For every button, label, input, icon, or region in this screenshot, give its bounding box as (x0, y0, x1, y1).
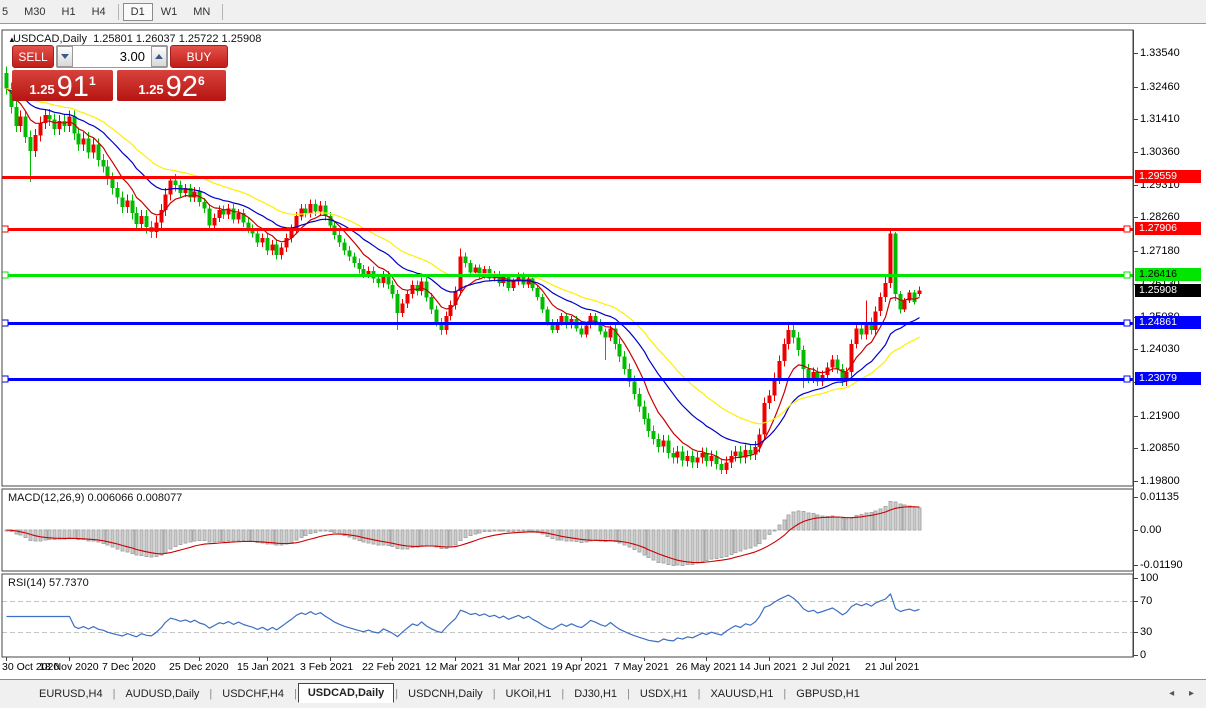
timeframe-button-m30[interactable]: M30 (24, 5, 46, 18)
timeframe-toolbar: 5 M30 H1 H4 D1 W1 MN (0, 0, 1206, 24)
timeframe-button-5[interactable]: 5 (2, 5, 9, 18)
tab-separator: | (209, 688, 213, 700)
one-click-trading-panel: SELL 3.00 BUY 1.25 91 1 1.25 92 6 (12, 45, 228, 103)
tab-separator: | (112, 688, 116, 700)
volume-input[interactable]: 3.00 (119, 49, 145, 64)
tab-separator: | (697, 688, 701, 700)
volume-spinner: 3.00 (56, 45, 168, 68)
sell-price-display[interactable]: 1.25 91 1 (12, 70, 113, 103)
timeframe-button-mn[interactable]: MN (193, 5, 211, 18)
chart-tab-usdcad[interactable]: USDCAD,Daily (297, 683, 395, 703)
triangle-down-icon (61, 54, 69, 59)
tab-separator: | (627, 688, 630, 700)
sell-price-point: 1 (88, 74, 96, 88)
buy-price-point: 6 (197, 74, 205, 88)
tab-separator: | (395, 688, 399, 700)
tab-separator: | (783, 688, 787, 700)
tab-scroll-arrows[interactable]: ◂ ▸ (1169, 688, 1200, 699)
buy-price-base: 1.25 (138, 82, 164, 97)
timeframe-button-w1[interactable]: W1 (160, 5, 178, 18)
sell-button[interactable]: SELL (12, 45, 54, 68)
volume-increase-button[interactable] (151, 46, 167, 67)
buy-button[interactable]: BUY (170, 45, 228, 68)
timeframe-button-h1[interactable]: H1 (61, 5, 76, 18)
chart-tab-xauusd[interactable]: XAUUSD,H1 (710, 688, 774, 700)
chart-tab-usdx[interactable]: USDX,H1 (639, 688, 688, 700)
triangle-up-icon (155, 54, 163, 59)
toolbar-separator (222, 3, 224, 20)
timeframe-button-h4[interactable]: H4 (91, 5, 106, 18)
tab-separator: | (561, 688, 565, 700)
chart-tab-audusd[interactable]: AUDUSD,Daily (125, 688, 200, 700)
timeframe-button-d1[interactable]: D1 (122, 2, 153, 21)
chart-tab-dj30[interactable]: DJ30,H1 (574, 688, 618, 700)
toolbar-separator (117, 3, 119, 20)
chart-tab-ukoil[interactable]: UKOil,H1 (505, 688, 552, 700)
chart-tab-bar: EURUSD,H4 | AUDUSD,Daily | USDCHF,H4 | USDCAD,… (0, 679, 1206, 708)
buy-price-pips: 92 (165, 71, 198, 103)
sell-price-pips: 91 (56, 71, 89, 103)
sell-price-base: 1.25 (29, 82, 55, 97)
buy-price-display[interactable]: 1.25 92 6 (117, 70, 226, 103)
tab-separator: | (294, 688, 297, 700)
chart-tab-usdcnh[interactable]: USDCNH,Daily (408, 688, 483, 700)
tab-separator: | (492, 688, 496, 700)
chart-tab-eurusd[interactable]: EURUSD,H4 (39, 688, 103, 700)
volume-decrease-button[interactable] (57, 46, 73, 67)
chart-tab-usdchf[interactable]: USDCHF,H4 (222, 688, 284, 700)
chart-tab-gbpusd[interactable]: GBPUSD,H1 (796, 688, 860, 700)
